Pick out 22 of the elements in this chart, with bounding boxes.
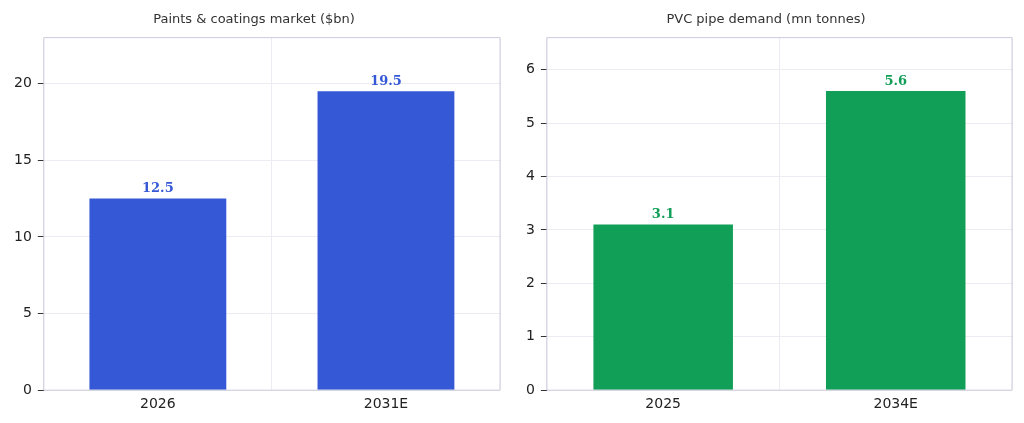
y-tick-label: 1 [525, 327, 535, 344]
x-tick-label: 2025 [645, 395, 681, 412]
data-label: 12.5 [142, 180, 174, 196]
x-tick-label: 2031E [363, 395, 409, 412]
data-label: 5.6 [884, 72, 908, 88]
chart-title: Paints & coatings market ($bn) [153, 11, 355, 27]
chart-title: PVC pipe demand (mn tonnes) [666, 11, 866, 27]
y-tick-label: 6 [525, 60, 535, 77]
data-label: 19.5 [370, 73, 402, 89]
y-tick-label: 5 [22, 304, 32, 321]
y-tick-label: 0 [525, 380, 535, 397]
x-tick-label: 2026 [140, 395, 176, 412]
y-tick-label: 15 [13, 150, 32, 167]
y-tick-label: 0 [22, 380, 32, 397]
y-tick-label: 2 [525, 273, 535, 290]
data-label: 3.1 [651, 206, 675, 222]
y-tick-label: 3 [525, 220, 535, 237]
y-tick-label: 10 [13, 227, 32, 244]
y-tick-label: 5 [525, 113, 535, 130]
x-tick-label: 2034E [873, 395, 918, 412]
y-tick-label: 20 [13, 74, 32, 91]
y-tick-label: 4 [525, 167, 535, 184]
